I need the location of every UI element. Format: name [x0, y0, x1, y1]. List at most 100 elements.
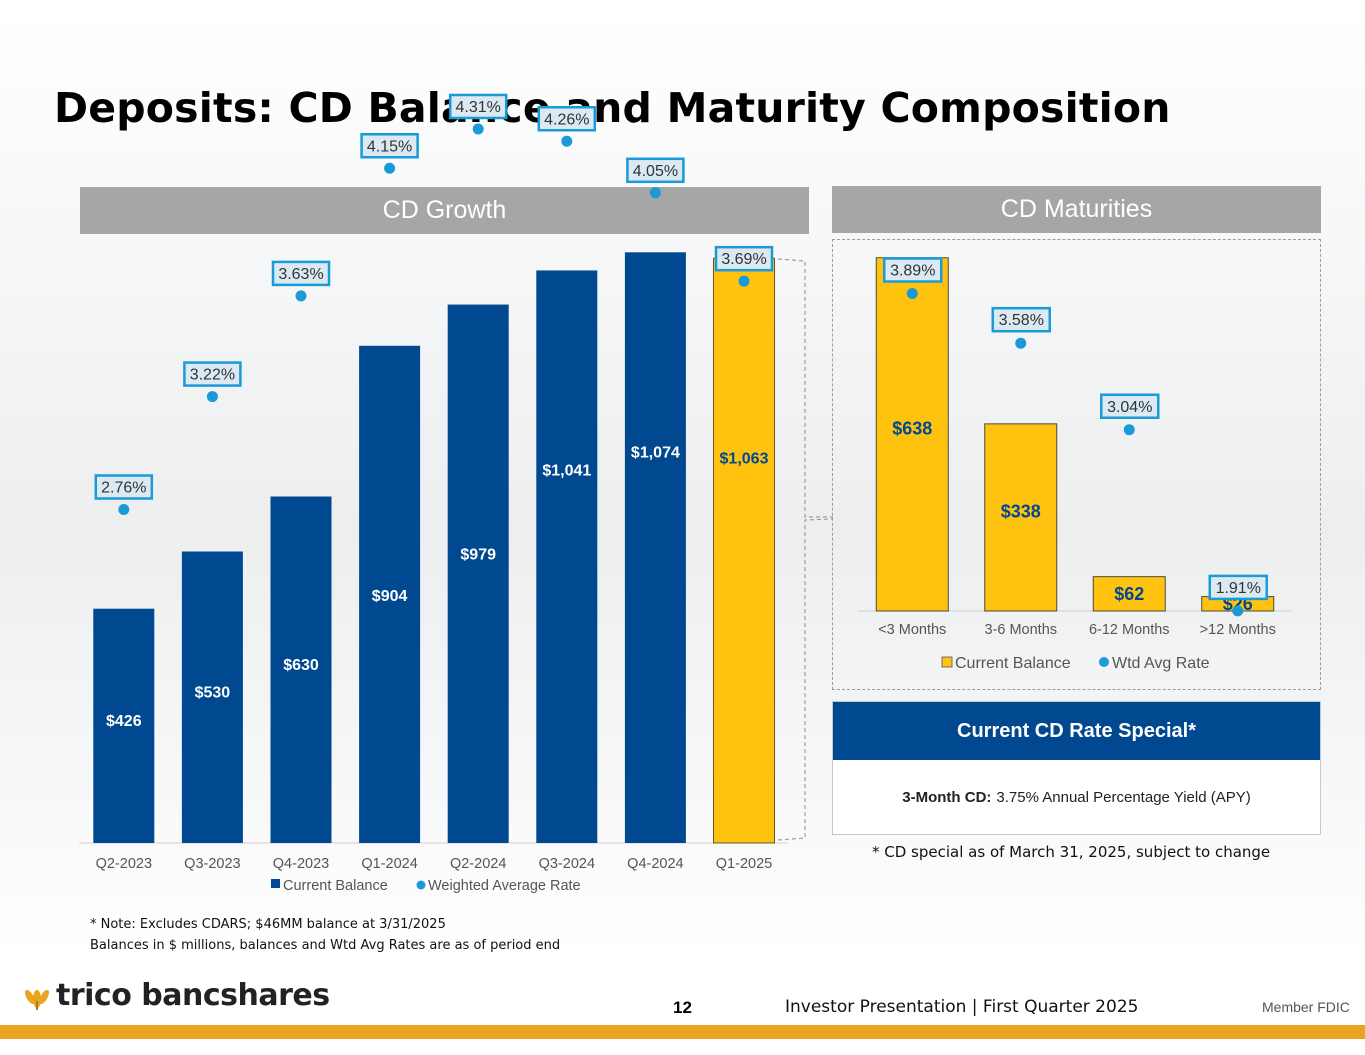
member-fdic: Member FDIC	[1262, 999, 1350, 1015]
maturity-balance-label: $62	[1114, 584, 1144, 604]
footer-text: Investor Presentation | First Quarter 20…	[785, 997, 1139, 1017]
maturity-legend-rate-label: Wtd Avg Rate	[1112, 655, 1210, 672]
growth-rate-label-box	[626, 157, 685, 184]
growth-rate-point	[206, 391, 218, 403]
maturity-rate-label: 1.91%	[1216, 580, 1261, 597]
wheat-logo-icon	[24, 989, 50, 1010]
growth-rate-label: 3.63%	[278, 266, 323, 283]
maturity-rate-label-box	[1100, 393, 1160, 420]
growth-rate-label-box	[94, 474, 154, 500]
growth-rate-label-box	[183, 361, 242, 387]
growth-bar-Q1-2024	[359, 345, 421, 843]
growth-rate-label: 4.26%	[544, 111, 589, 128]
maturity-tick-label: 6-12 Months	[1089, 622, 1170, 638]
cd-rate-special-term: 3-Month CD:	[902, 788, 992, 806]
cd-rate-special-body: 3-Month CD: 3.75% Annual Percentage Yiel…	[833, 760, 1320, 834]
cd-maturities-header: CD Maturities	[832, 186, 1321, 233]
cd-rate-special-text: 3.75% Annual Percentage Yield (APY)	[996, 788, 1251, 806]
growth-rate-point	[561, 135, 573, 147]
growth-balance-label: $426	[106, 713, 142, 730]
maturity-rate-label-box	[883, 257, 943, 283]
maturity-rate-point	[1232, 605, 1244, 617]
maturity-rate-point	[1015, 337, 1027, 349]
maturity-rate-point	[1123, 424, 1135, 436]
maturity-bar-0	[875, 257, 949, 612]
connector-bracket	[777, 258, 834, 841]
growth-bar-Q4-2023	[270, 496, 332, 843]
legend-balance-label: Current Balance	[283, 878, 388, 894]
logo-text: trico bancshares	[56, 978, 330, 1013]
growth-rate-point	[649, 187, 661, 199]
trico-logo: trico bancshares	[22, 978, 330, 1013]
growth-bar-Q4-2024	[624, 252, 686, 844]
page-title: Deposits: CD Balance and Maturity Compos…	[54, 84, 1171, 132]
growth-rate-label-box	[714, 245, 774, 272]
growth-balance-label: $1,074	[631, 444, 680, 461]
growth-tick-label: Q3-2024	[539, 856, 595, 872]
maturity-rate-label: 3.89%	[890, 263, 935, 280]
maturity-balance-label: $638	[892, 418, 932, 438]
growth-rate-label: 3.69%	[721, 251, 766, 268]
growth-rate-label: 3.22%	[190, 367, 235, 384]
cd-rate-special-title: Current CD Rate Special*	[833, 702, 1320, 760]
growth-tick-label: Q3-2023	[184, 856, 240, 872]
legend-balance-swatch	[271, 879, 280, 888]
growth-balance-label: $530	[195, 684, 231, 701]
growth-rate-label: 4.15%	[367, 138, 412, 155]
cd-rate-special-box: Current CD Rate Special* 3-Month CD: 3.7…	[832, 701, 1321, 835]
growth-rate-label-box	[360, 133, 419, 159]
growth-rate-point	[472, 123, 484, 135]
maturity-bar-2	[1092, 576, 1166, 612]
page-number: 12	[673, 998, 692, 1017]
cd-maturities-chart: $638 <3 Months 3.89% $338 3-6 Months 3.58% $62…	[858, 257, 1292, 672]
maturity-rate-label-box	[991, 306, 1051, 333]
cd-growth-chart: $426 Q2-2023 2.76% $530 Q3-2023 3.22% $630 Q4-2…	[79, 93, 788, 894]
growth-bar-Q2-2023	[93, 608, 155, 843]
growth-rate-label: 4.05%	[633, 163, 678, 180]
growth-tick-label: Q2-2024	[450, 856, 506, 872]
growth-bar-Q2-2024	[447, 304, 509, 843]
maturity-balance-label: $338	[1001, 501, 1041, 521]
growth-bar-Q1-2025	[713, 257, 775, 844]
growth-balance-label: $1,063	[720, 450, 769, 467]
maturity-rate-label-box	[1208, 574, 1268, 601]
maturity-rate-point	[906, 288, 918, 299]
growth-rate-label-box	[537, 106, 597, 132]
growth-rate-point	[384, 162, 396, 174]
growth-balance-label: $1,041	[542, 462, 591, 479]
growth-balance-label: $630	[283, 657, 319, 674]
maturity-rate-label: 3.04%	[1107, 399, 1152, 416]
growth-rate-point	[118, 504, 130, 515]
growth-rate-point	[738, 275, 750, 287]
growth-tick-label: Q1-2025	[716, 856, 772, 872]
growth-rate-label: 4.31%	[456, 99, 501, 116]
bottom-accent-bar	[0, 1025, 1365, 1039]
growth-bar-Q3-2024	[536, 270, 598, 843]
growth-tick-label: Q1-2024	[361, 856, 417, 872]
growth-rate-label-box	[271, 260, 331, 287]
growth-tick-label: Q4-2024	[627, 856, 683, 872]
maturity-legend-balance-swatch	[941, 656, 953, 668]
cd-growth-header: CD Growth	[80, 187, 809, 234]
maturity-legend-balance-label: Current Balance	[955, 655, 1071, 672]
maturity-bar-1	[984, 423, 1058, 612]
maturity-tick-label: <3 Months	[878, 622, 946, 638]
legend-rate-label: Weighted Average Rate	[428, 878, 581, 894]
growth-bar-Q3-2023	[181, 551, 243, 843]
maturity-chart-frame	[832, 239, 1321, 690]
legend-rate-swatch	[416, 880, 426, 890]
footnote-cdars: * Note: Excludes CDARS; $46MM balance at…	[90, 917, 446, 932]
growth-balance-label: $979	[460, 547, 496, 564]
growth-tick-label: Q2-2023	[96, 856, 152, 872]
maturity-legend-rate-swatch	[1099, 657, 1109, 667]
cd-special-note: * CD special as of March 31, 2025, subje…	[872, 843, 1271, 861]
footnote-balances: Balances in $ millions, balances and Wtd…	[90, 938, 561, 953]
growth-rate-label: 2.76%	[101, 480, 146, 497]
maturity-rate-label: 3.58%	[999, 312, 1044, 329]
growth-rate-label-box	[448, 93, 508, 120]
maturity-tick-label: 3-6 Months	[984, 622, 1057, 638]
growth-tick-label: Q4-2023	[273, 856, 329, 872]
growth-rate-point	[295, 290, 307, 302]
maturity-tick-label: >12 Months	[1200, 622, 1276, 638]
